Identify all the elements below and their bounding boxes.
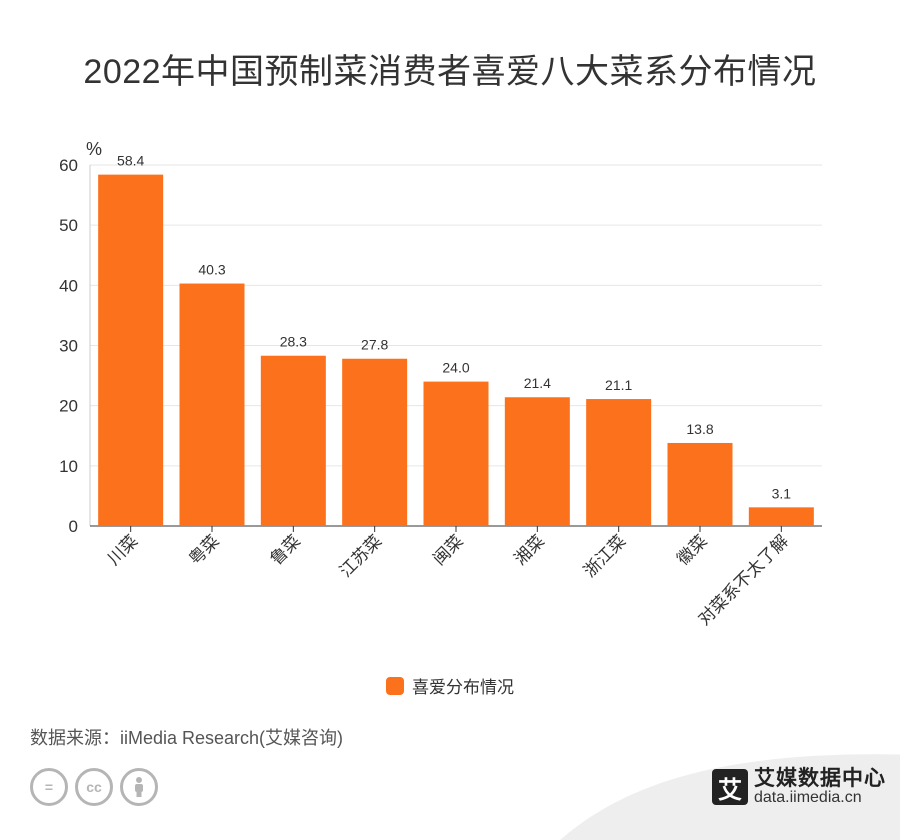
bar — [748, 507, 814, 526]
chart-title: 2022年中国预制菜消费者喜爱八大菜系分布情况 — [83, 53, 817, 91]
bar-chart: 0 10 20 30 40 50 60% 58.4 川菜 40.3 粤菜 28.3 鲁菜 27.8 江苏菜 2… — [59, 139, 822, 629]
person-icon — [120, 768, 158, 806]
legend-swatch — [386, 676, 404, 695]
bar-value-label: 21.4 — [524, 375, 551, 391]
x-category-label: 川菜 — [104, 531, 141, 568]
brand-name: 艾媒数据中心 — [754, 767, 886, 790]
bar-value-label: 58.4 — [117, 153, 144, 169]
brand-logo-icon: 艾 — [712, 769, 748, 806]
brand-url: data.iimedia.cn — [754, 789, 862, 807]
person-glyph — [135, 777, 143, 797]
x-category-label: 鲁菜 — [267, 531, 304, 568]
bar — [342, 358, 408, 526]
y-unit-label: % — [86, 139, 102, 159]
bar-value-label: 24.0 — [442, 360, 469, 376]
bar — [260, 355, 326, 526]
y-tick-label: 50 — [59, 216, 78, 235]
bar — [179, 283, 245, 526]
y-tick-label: 20 — [59, 397, 78, 416]
equals-icon: = — [30, 768, 68, 806]
y-tick-label: 0 — [69, 517, 78, 536]
y-tick-label: 10 — [59, 457, 78, 476]
y-tick-label: 30 — [59, 337, 78, 356]
y-tick-label: 60 — [59, 156, 78, 175]
bar — [586, 399, 652, 526]
x-category-label: 徽菜 — [673, 531, 710, 568]
x-category-label: 江苏菜 — [336, 531, 385, 580]
x-category-label: 浙江菜 — [580, 531, 629, 580]
license-icons: = cc — [30, 768, 158, 806]
x-category-label: 湘菜 — [511, 531, 548, 568]
bar-value-label: 27.8 — [361, 337, 388, 353]
bar — [667, 442, 733, 526]
source-text: 数据来源：iiMedia Research(艾媒咨询) — [30, 728, 344, 748]
cc-icon: cc — [75, 768, 113, 806]
brand-logo-block: 艾 艾媒数据中心 data.iimedia.cn — [712, 767, 886, 807]
x-category-label: 闽菜 — [429, 531, 466, 568]
bar-value-label: 40.3 — [198, 262, 225, 278]
x-category-label: 粤菜 — [185, 531, 222, 568]
bar-value-label: 21.1 — [605, 377, 632, 393]
legend-label: 喜爱分布情况 — [412, 678, 514, 697]
bar-value-label: 28.3 — [280, 334, 307, 350]
bar-value-label: 3.1 — [772, 485, 792, 501]
bar-value-label: 13.8 — [686, 421, 713, 437]
legend: 喜爱分布情况 — [0, 673, 900, 698]
bar — [423, 381, 489, 526]
bar — [98, 174, 164, 527]
y-tick-label: 40 — [59, 276, 78, 295]
bar — [504, 397, 570, 526]
